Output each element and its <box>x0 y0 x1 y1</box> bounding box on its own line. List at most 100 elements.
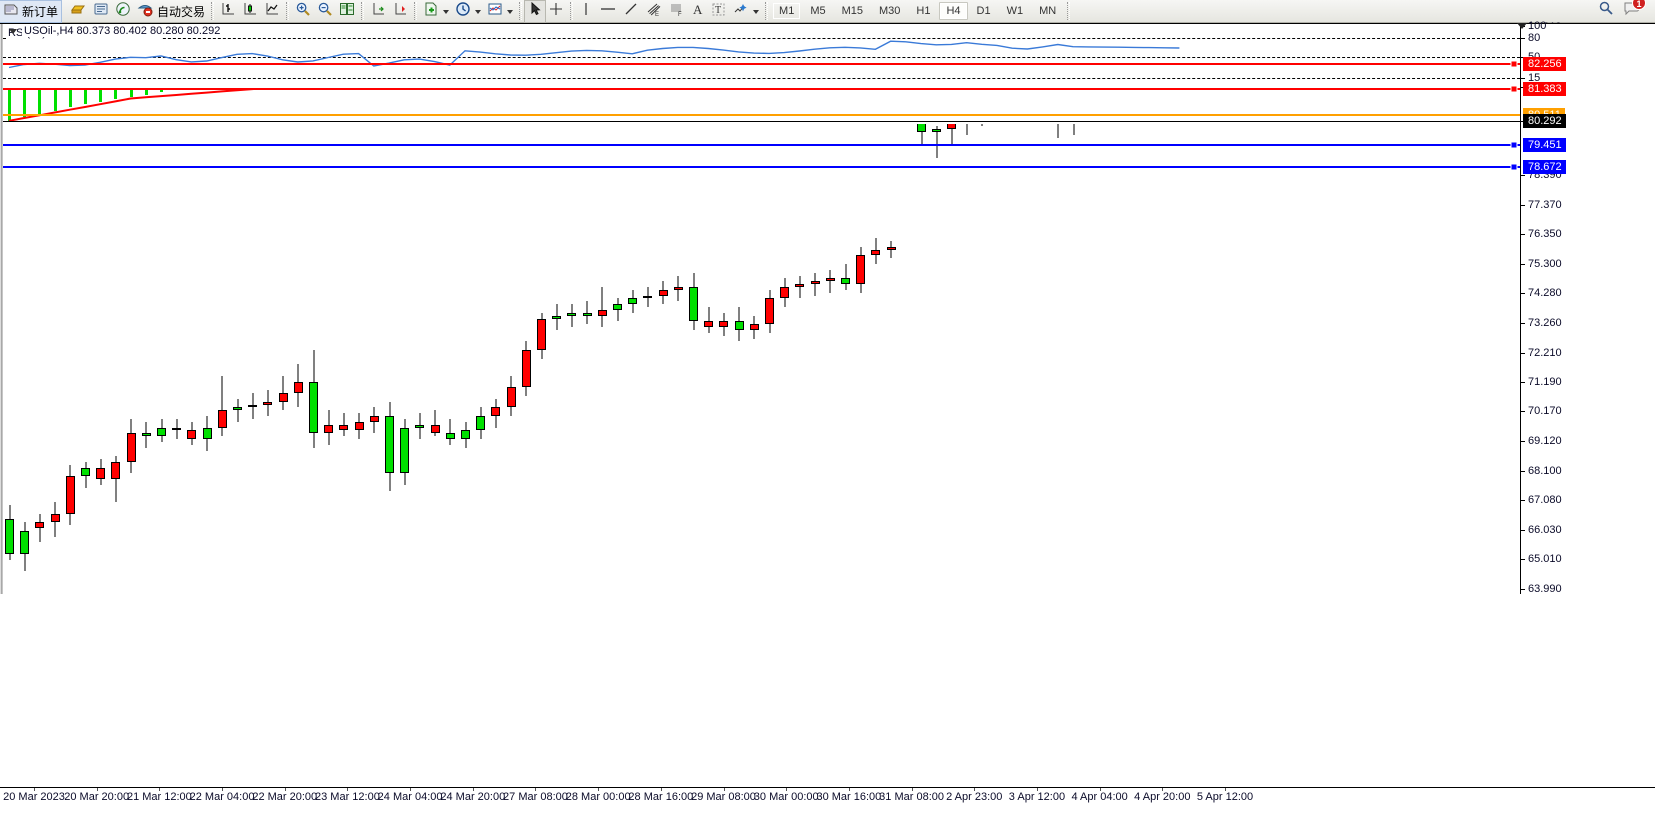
search-icon[interactable] <box>1598 0 1615 22</box>
fibonacci-icon: F <box>668 1 685 22</box>
price-level-tag[interactable]: 78.672 <box>1523 160 1566 175</box>
zoom-out-button[interactable] <box>314 1 336 22</box>
time-axis[interactable]: 20 Mar 2023 20 Mar 20:00 21 Mar 12:00 22 Ma… <box>0 787 1655 825</box>
equidistant-channel-button[interactable]: E <box>642 1 665 22</box>
new-order-icon <box>3 1 19 22</box>
candlestick <box>552 304 562 330</box>
candle-wick <box>115 456 117 503</box>
time-axis-label: 21 Mar 12:00 <box>126 791 192 803</box>
timeframe-m30[interactable]: M30 <box>879 5 901 17</box>
bar-chart-button[interactable] <box>217 1 239 22</box>
crosshair-button[interactable] <box>545 1 567 22</box>
rsi-plot-area[interactable] <box>3 24 1520 89</box>
candlestick <box>704 307 714 333</box>
text-label-button[interactable]: T <box>708 1 729 22</box>
candlestick <box>445 418 455 445</box>
timeframe-mn[interactable]: MN <box>1039 5 1057 17</box>
rsi-axis-tick: 15 <box>1521 72 1540 84</box>
chat-icon[interactable]: 1 <box>1623 0 1646 22</box>
horizontal-line-button[interactable] <box>596 1 620 22</box>
price-axis-tick: 77.370 <box>1521 199 1562 211</box>
candle-body <box>157 427 166 437</box>
price-level-tag[interactable]: 81.383 <box>1523 82 1566 97</box>
chart-scroll-caret[interactable] <box>1517 23 1527 29</box>
price-level-handle[interactable] <box>1510 60 1518 68</box>
chevron-down-icon[interactable] <box>443 10 450 14</box>
candle-wick <box>571 304 573 328</box>
time-axis-tick <box>723 788 725 791</box>
timeframe-h1[interactable]: H1 <box>916 5 931 17</box>
line-chart-button[interactable] <box>261 1 283 22</box>
price-level-handle[interactable] <box>1510 141 1518 149</box>
signals-button[interactable] <box>112 1 134 22</box>
period-button[interactable] <box>452 1 484 22</box>
price-level-line[interactable] <box>3 113 1520 116</box>
chevron-down-icon[interactable] <box>753 10 760 14</box>
cursor-button[interactable] <box>524 0 547 23</box>
candle-body <box>81 467 90 477</box>
price-level-tag[interactable]: 80.292 <box>1523 113 1566 128</box>
templates-button[interactable] <box>420 1 452 22</box>
time-axis-tick <box>159 788 161 791</box>
candlestick <box>886 241 896 259</box>
candle-body <box>658 289 668 296</box>
auto-scroll-button[interactable] <box>367 1 389 22</box>
gold-bar-button[interactable] <box>67 1 90 22</box>
price-level-line[interactable] <box>3 88 1520 91</box>
candle-body <box>491 407 501 417</box>
fibonacci-button[interactable]: F <box>665 1 688 22</box>
price-level-tag[interactable]: 79.451 <box>1523 137 1566 152</box>
price-level-tag[interactable]: 82.256 <box>1523 57 1566 72</box>
macd-histogram-bar <box>68 78 72 108</box>
candle-body <box>324 424 334 434</box>
price-axis-tick: 70.170 <box>1521 405 1562 417</box>
price-level-handle[interactable] <box>1510 163 1518 171</box>
trendline-button[interactable] <box>620 1 642 22</box>
timeframe-m5[interactable]: M5 <box>810 5 826 17</box>
rsi-pane[interactable]: RSI(14) 64.2939 1008050150 <box>0 20 1655 93</box>
gold-bar-icon <box>70 1 87 22</box>
timeframe-h4[interactable]: H4 <box>939 2 968 20</box>
chart-window[interactable]: USOil-,H4 80.373 80.402 80.280 80.292 83… <box>0 20 1655 825</box>
new-order-button[interactable]: 新订单 <box>0 0 63 23</box>
candlestick <box>506 375 516 417</box>
rsi-level-line <box>3 56 1520 58</box>
candle-body <box>65 476 75 514</box>
candlestick <box>825 269 835 293</box>
autotrading-button[interactable]: 自动交易 <box>134 1 208 22</box>
price-axis-tick: 75.300 <box>1521 258 1562 270</box>
time-axis-label: 4 Apr 20:00 <box>1134 791 1191 803</box>
candlestick-chart-button[interactable] <box>239 1 261 22</box>
terminal-button[interactable] <box>90 1 112 22</box>
candlestick <box>50 502 60 537</box>
candlestick <box>415 413 425 440</box>
toolbar-separator <box>211 2 215 20</box>
tile-windows-button[interactable] <box>336 1 358 22</box>
chart-menu-arrow-icon[interactable] <box>9 29 17 34</box>
candle-wick <box>39 513 41 543</box>
timeframe-m1[interactable]: M1 <box>772 2 801 20</box>
candle-body <box>430 424 440 434</box>
timeframe-w1[interactable]: W1 <box>1006 5 1024 17</box>
price-axis-tick: 68.100 <box>1521 465 1562 477</box>
candlestick <box>734 307 744 342</box>
candle-body <box>825 278 835 282</box>
indicators-button[interactable] <box>484 1 516 22</box>
objects-button[interactable] <box>729 1 762 22</box>
chart-shift-button[interactable] <box>389 1 411 22</box>
candlestick <box>491 398 501 428</box>
text-button[interactable]: A <box>688 1 708 22</box>
candlestick <box>932 126 942 158</box>
zoom-in-icon <box>295 1 311 22</box>
price-level-line[interactable] <box>3 166 1520 169</box>
chevron-down-icon[interactable] <box>475 10 482 14</box>
timeframe-m15[interactable]: M15 <box>841 5 863 17</box>
vertical-line-button[interactable] <box>576 1 596 22</box>
price-level-handle[interactable] <box>1510 85 1518 93</box>
timeframe-d1[interactable]: D1 <box>976 5 991 17</box>
chevron-down-icon[interactable] <box>507 10 514 14</box>
price-level-line[interactable] <box>3 63 1520 66</box>
zoom-in-button[interactable] <box>292 1 314 22</box>
price-level-line[interactable] <box>3 143 1520 146</box>
rsi-axis[interactable]: 1008050150 <box>1520 20 1655 93</box>
